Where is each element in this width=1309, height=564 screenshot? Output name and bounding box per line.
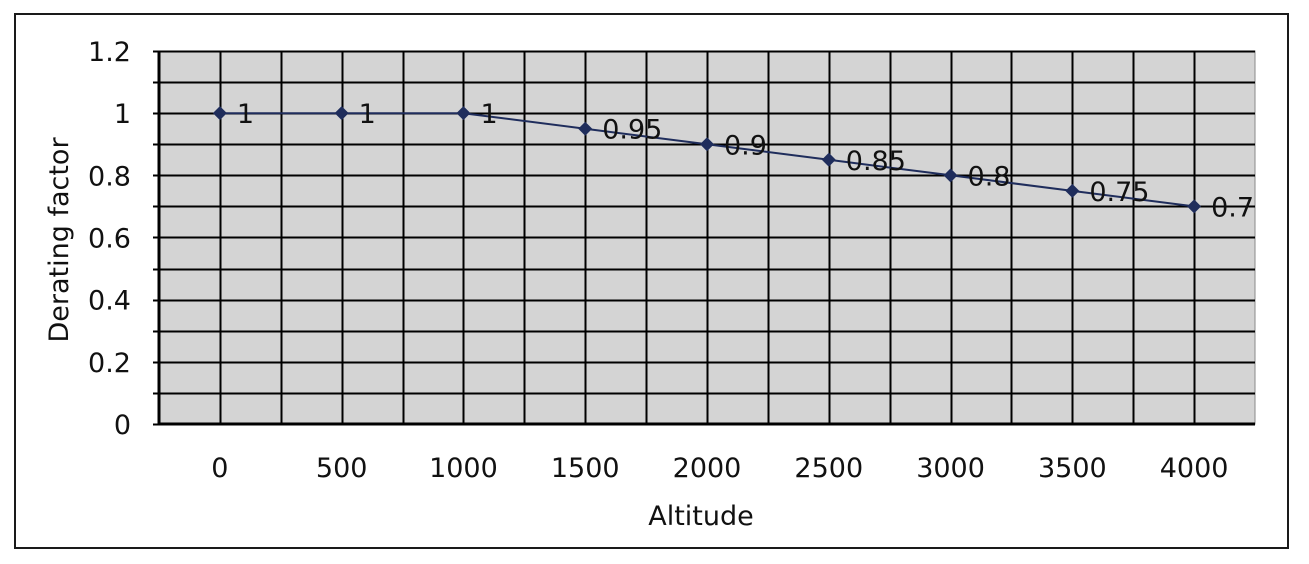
data-label: 0.7	[1211, 192, 1254, 223]
x-tick-label: 3500	[1038, 453, 1107, 484]
y-axis-title: Derating factor	[44, 137, 75, 343]
data-labels: 1 1 1 0.95 0.9 0.85 0.8 0.75 0.7	[237, 99, 1254, 223]
y-tick-label: 0.4	[88, 286, 131, 317]
x-tick-label: 2000	[673, 453, 742, 484]
data-label: 0.9	[724, 130, 767, 161]
y-tick-label: 0	[114, 410, 131, 441]
y-tick-label: 0.8	[88, 161, 131, 192]
data-label: 0.85	[846, 146, 906, 177]
y-tick-label: 0.2	[88, 348, 131, 379]
y-tick-label: 1	[114, 99, 131, 130]
data-label: 0.95	[602, 115, 662, 146]
y-tick-label: 1.2	[88, 37, 131, 68]
data-label: 1	[480, 99, 497, 130]
x-tick-label: 4000	[1160, 453, 1229, 484]
diamond-marker-icon	[212, 106, 227, 121]
diamond-marker-icon	[1065, 183, 1080, 198]
diamond-marker-icon	[456, 106, 471, 121]
x-axis-title: Altitude	[648, 501, 754, 532]
x-tick-label: 0	[211, 453, 228, 484]
series-derating-factor	[212, 106, 1202, 214]
diamond-marker-icon	[943, 168, 958, 183]
data-label: 1	[359, 99, 376, 130]
diamond-marker-icon	[578, 121, 593, 136]
diamond-marker-icon	[334, 106, 349, 121]
data-label: 1	[237, 99, 254, 130]
diamond-marker-icon	[821, 152, 836, 167]
x-tick-label: 500	[316, 453, 368, 484]
y-axis-tick-labels: 0 0.2 0.4 0.6 0.8 1 1.2	[88, 37, 131, 441]
diamond-marker-icon	[1187, 199, 1202, 214]
diamond-marker-icon	[700, 137, 714, 152]
x-tick-label: 1500	[551, 453, 620, 484]
data-label: 0.8	[968, 161, 1011, 192]
y-tick-label: 0.6	[88, 224, 131, 255]
x-tick-label: 3000	[916, 453, 985, 484]
x-tick-label: 1000	[429, 453, 498, 484]
data-label: 0.75	[1089, 177, 1149, 208]
x-tick-label: 2500	[794, 453, 863, 484]
x-axis-tick-labels: 0 500 1000 1500 2000 2500 3000 3500 4000	[211, 453, 1228, 484]
